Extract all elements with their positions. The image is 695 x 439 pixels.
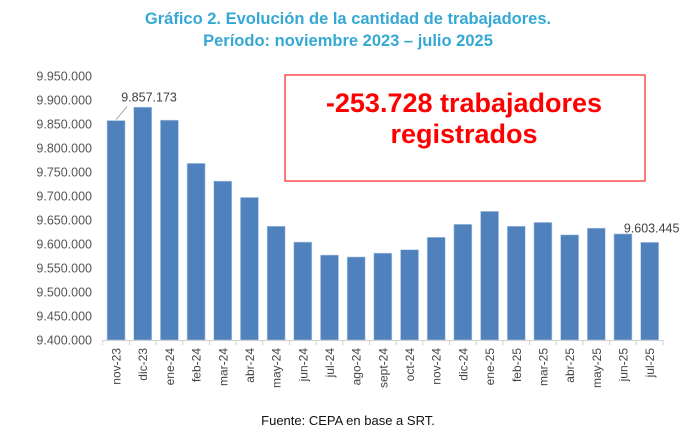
bar-oct-24 bbox=[400, 249, 419, 341]
bar-abr-25 bbox=[560, 234, 579, 341]
bar-feb-25 bbox=[506, 225, 526, 341]
x-tick-label: ene-25 bbox=[483, 348, 497, 386]
x-tick-label: mar-25 bbox=[536, 348, 550, 386]
y-tick-label: 9.450.000 bbox=[36, 310, 92, 324]
bar-nov-23 bbox=[106, 120, 126, 341]
x-tick-label: sept-24 bbox=[376, 348, 390, 388]
x-tick-label: oct-24 bbox=[403, 348, 417, 382]
bar-ene-24 bbox=[160, 119, 179, 341]
bar-mar-24 bbox=[213, 180, 233, 341]
y-tick-label: 9.850.000 bbox=[36, 118, 92, 132]
bar-nov-24 bbox=[426, 236, 446, 341]
bar-may-25 bbox=[586, 227, 606, 341]
x-tick-label: ago-24 bbox=[350, 348, 364, 386]
bar-feb-24 bbox=[186, 163, 206, 341]
x-tick-label: jun-24 bbox=[296, 348, 310, 383]
bar-jul-24 bbox=[320, 254, 339, 341]
x-tick-label: dic-24 bbox=[456, 348, 470, 381]
data-labels: 9.857.173 9.603.445 bbox=[115, 91, 680, 235]
bar-sept-24 bbox=[373, 252, 393, 341]
bar-ene-25 bbox=[480, 211, 499, 341]
bar-jun-24 bbox=[293, 241, 313, 341]
bar-may-24 bbox=[266, 225, 286, 341]
y-tick-label: 9.950.000 bbox=[36, 70, 92, 84]
x-tick-label: may-25 bbox=[590, 348, 604, 388]
data-label: 9.603.445 bbox=[624, 221, 680, 235]
y-tick-label: 9.900.000 bbox=[36, 94, 92, 108]
y-tick-label: 9.600.000 bbox=[36, 238, 92, 252]
annotation-box bbox=[284, 74, 646, 182]
leader-line bbox=[115, 106, 128, 120]
bar-jul-25 bbox=[640, 242, 659, 341]
x-axis: nov-23 dic-23 ene-24 feb-24 mar-24 abr-24 may-… bbox=[102, 340, 664, 388]
y-tick-label: 9.500.000 bbox=[36, 286, 92, 300]
y-axis: 9.400.000 9.450.000 9.500.000 9.550.000 9.60… bbox=[36, 70, 92, 348]
y-tick-label: 9.400.000 bbox=[36, 334, 92, 348]
x-tick-label: feb-25 bbox=[510, 348, 524, 382]
bar-jun-25 bbox=[613, 233, 633, 341]
annotation-line-2: registrados bbox=[390, 119, 537, 149]
x-tick-label: feb-24 bbox=[190, 348, 204, 382]
bars bbox=[106, 106, 659, 341]
x-tick-label: jul-25 bbox=[643, 348, 657, 379]
bar-dic-23 bbox=[133, 106, 153, 341]
x-tick-label: abr-25 bbox=[563, 348, 577, 383]
y-tick-label: 9.550.000 bbox=[36, 262, 92, 276]
x-tick-label: jun-25 bbox=[616, 348, 630, 383]
bar-mar-25 bbox=[533, 222, 553, 341]
source-note: Fuente: CEPA en base a SRT. bbox=[261, 413, 435, 428]
y-tick-label: 9.800.000 bbox=[36, 142, 92, 156]
bar-dic-24 bbox=[453, 224, 473, 341]
chart-title: Gráfico 2. Evolución de la cantidad de t… bbox=[145, 10, 551, 28]
x-tick-label: dic-23 bbox=[136, 348, 150, 381]
data-label: 9.857.173 bbox=[121, 91, 177, 105]
chart-subtitle: Período: noviembre 2023 – julio 2025 bbox=[203, 32, 493, 50]
x-tick-label: nov-23 bbox=[110, 348, 124, 385]
bar-ago-24 bbox=[346, 256, 366, 341]
annotation-line-1: -253.728 trabajadores bbox=[326, 88, 602, 118]
x-tick-label: nov-24 bbox=[430, 348, 444, 385]
x-tick-label: mar-24 bbox=[216, 348, 230, 386]
x-tick-label: jul-24 bbox=[323, 348, 337, 379]
bar-abr-24 bbox=[240, 197, 259, 341]
y-tick-label: 9.650.000 bbox=[36, 214, 92, 228]
y-tick-label: 9.700.000 bbox=[36, 190, 92, 204]
x-tick-label: abr-24 bbox=[243, 348, 257, 383]
x-tick-label: ene-24 bbox=[163, 348, 177, 386]
x-tick-label: may-24 bbox=[270, 348, 284, 388]
y-tick-label: 9.750.000 bbox=[36, 166, 92, 180]
